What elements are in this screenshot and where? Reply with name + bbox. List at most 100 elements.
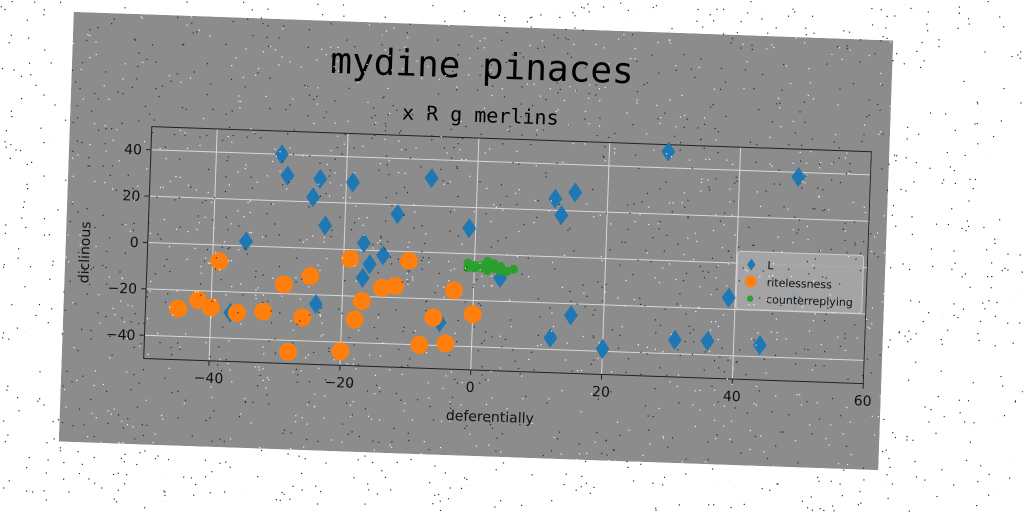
noise-speck <box>1000 255 1002 257</box>
noise-speck <box>713 504 715 506</box>
noise-speck <box>444 20 446 22</box>
noise-speck <box>871 7 873 10</box>
noise-speck <box>648 464 650 467</box>
noise-speck <box>1019 57 1021 59</box>
noise-speck <box>37 353 39 355</box>
noise-speck <box>685 473 687 475</box>
noise-speck <box>45 124 47 126</box>
noise-speck <box>585 482 588 484</box>
noise-speck <box>564 464 566 466</box>
noise-speck <box>504 20 506 22</box>
x-tick-label: 60 <box>853 393 871 410</box>
noise-speck <box>914 460 916 463</box>
noise-speck <box>810 496 812 498</box>
noise-speck <box>894 15 896 17</box>
noise-speck <box>936 114 938 116</box>
noise-speck <box>48 183 50 185</box>
noise-speck <box>531 474 533 476</box>
noise-speck <box>930 409 932 411</box>
noise-speck <box>1008 59 1010 61</box>
noise-speck <box>263 479 265 481</box>
noise-speck <box>927 194 929 196</box>
noise-speck <box>252 503 254 506</box>
noise-speck <box>972 465 974 467</box>
noise-speck <box>983 226 985 229</box>
noise-speck <box>39 78 41 80</box>
noise-speck <box>954 129 956 131</box>
noise-speck <box>906 436 908 438</box>
noise-speck <box>406 493 408 495</box>
noise-speck <box>662 484 664 486</box>
noise-speck <box>966 220 968 222</box>
data-point-series-2 <box>444 281 463 300</box>
noise-speck <box>880 9 882 11</box>
noise-speck <box>694 474 696 476</box>
noise-speck <box>464 477 466 479</box>
noise-speck <box>965 272 967 274</box>
noise-speck <box>522 22 524 24</box>
noise-speck <box>676 477 678 479</box>
noise-speck <box>991 262 993 264</box>
noise-speck <box>971 31 973 33</box>
data-point-series-1 <box>543 327 558 348</box>
noise-speck <box>861 500 863 502</box>
noise-speck <box>777 19 779 21</box>
noise-speck <box>980 110 982 112</box>
noise-speck <box>885 508 887 510</box>
noise-speck <box>967 69 969 71</box>
noise-speck <box>221 459 223 461</box>
noise-speck <box>26 183 28 185</box>
noise-speck <box>8 480 10 482</box>
noise-speck <box>654 486 656 488</box>
noise-speck <box>36 19 38 21</box>
noise-speck <box>434 465 436 467</box>
noise-speck <box>434 494 436 496</box>
noise-speck <box>711 484 713 486</box>
noise-speck <box>996 48 998 51</box>
noise-speck <box>287 453 289 455</box>
noise-speck <box>978 247 980 249</box>
noise-speck <box>938 39 940 41</box>
noise-speck <box>924 340 926 342</box>
noise-speck <box>946 151 948 154</box>
noise-speck <box>906 439 908 441</box>
data-point-series-2 <box>227 303 246 322</box>
noise-speck <box>52 264 54 266</box>
noise-speck <box>2 266 5 268</box>
noise-speck <box>906 138 908 140</box>
noise-speck <box>812 15 814 17</box>
noise-speck <box>903 63 905 65</box>
noise-speck <box>670 26 672 28</box>
noise-speck <box>896 53 898 55</box>
noise-speck <box>25 468 27 470</box>
data-point-series-1 <box>424 168 439 189</box>
noise-speck <box>55 137 57 139</box>
noise-speck <box>863 479 865 481</box>
noise-speck <box>492 506 494 508</box>
noise-speck <box>15 149 17 151</box>
noise-speck <box>716 8 718 10</box>
noise-speck <box>896 405 898 407</box>
noise-speck <box>77 451 79 453</box>
noise-speck <box>1011 55 1013 58</box>
noise-speck <box>371 455 373 457</box>
noise-speck <box>7 434 9 436</box>
noise-speck <box>900 188 902 190</box>
noise-speck <box>908 434 910 436</box>
noise-speck <box>18 248 20 250</box>
noise-speck <box>381 470 383 472</box>
noise-speck <box>843 30 845 32</box>
noise-speck <box>980 465 982 467</box>
noise-speck <box>8 374 10 376</box>
noise-speck <box>497 0 499 3</box>
noise-speck <box>737 501 739 503</box>
noise-speck <box>51 59 54 61</box>
noise-speck <box>924 406 926 408</box>
noise-speck <box>935 430 937 432</box>
noise-speck <box>489 468 491 470</box>
noise-speck <box>981 452 984 454</box>
noise-speck <box>29 334 31 336</box>
noise-speck <box>816 477 818 479</box>
data-point-series-1 <box>345 172 360 193</box>
noise-speck <box>59 447 61 449</box>
